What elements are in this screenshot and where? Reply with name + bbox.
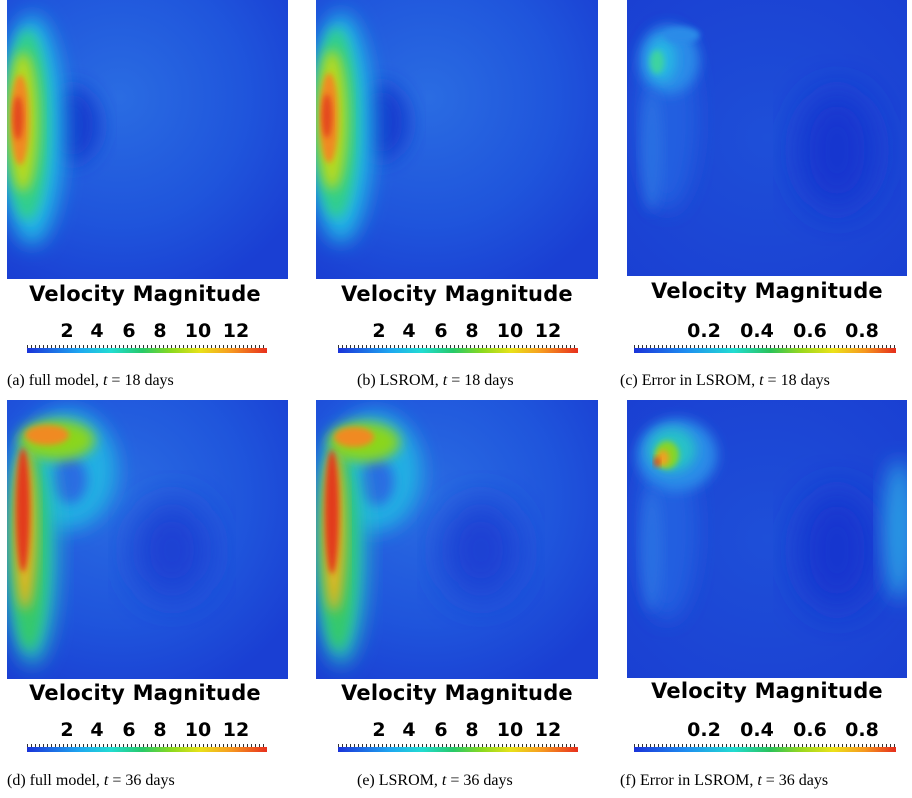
colorbar [634, 345, 896, 353]
colorbar-tick-labels: 2 4 6 8 10 12 [0, 320, 290, 344]
colorbar-tick-label: 2 [372, 320, 386, 342]
panel-c: Velocity Magnitude 0.2 0.4 0.6 0.8 (c) E… [612, 0, 912, 398]
colorbar-title: Velocity Magnitude [29, 681, 261, 705]
colorbar-tick-label: 12 [222, 719, 250, 741]
colorbar-tick-label: 2 [60, 719, 74, 741]
colorbar [27, 345, 267, 353]
colorbar-tick-label: 8 [153, 320, 167, 342]
velocity-field-plot [316, 400, 598, 679]
colorbar-tick-label: 6 [434, 320, 448, 342]
error-field-plot [627, 400, 907, 678]
colorbar-tick-label: 0.6 [793, 719, 827, 741]
colorbar-tick-labels: 2 4 6 8 10 12 [312, 320, 602, 344]
colorbar-tick-label: 2 [60, 320, 74, 342]
colorbar-tick-label: 10 [496, 719, 524, 741]
colorbar-tick-label: 12 [534, 320, 562, 342]
colorbar-tick-label: 0.6 [793, 320, 827, 342]
colorbar-title: Velocity Magnitude [341, 282, 573, 306]
colorbar [338, 345, 578, 353]
colorbar-tick-label: 8 [153, 719, 167, 741]
colorbar-tick-label: 12 [534, 719, 562, 741]
colorbar-tick-label: 10 [184, 320, 212, 342]
colorbar-tick-label: 12 [222, 320, 250, 342]
colorbar-tick-label: 0.4 [740, 320, 774, 342]
velocity-field-plot [7, 400, 288, 679]
colorbar-tick-label: 8 [465, 719, 479, 741]
colorbar-tick-labels: 0.2 0.4 0.6 0.8 [622, 719, 912, 743]
colorbar [338, 744, 578, 752]
velocity-field-plot [316, 0, 598, 279]
panel-b: Velocity Magnitude 2 4 6 8 10 12 (b) LSR… [310, 0, 610, 398]
figure-caption: (b) LSROM, t = 18 days [357, 372, 514, 389]
colorbar-tick-label: 2 [372, 719, 386, 741]
colorbar-tick-label: 0.8 [845, 320, 879, 342]
colorbar-tick-label: 0.8 [845, 719, 879, 741]
error-field-plot [627, 0, 907, 276]
colorbar-title: Velocity Magnitude [341, 681, 573, 705]
figure-caption: (a) full model, t = 18 days [7, 372, 174, 389]
colorbar-tick-label: 0.2 [687, 320, 721, 342]
colorbar-tick-label: 6 [122, 719, 136, 741]
colorbar-tick-label: 6 [122, 320, 136, 342]
colorbar-tick-label: 8 [465, 320, 479, 342]
colorbar-tick-labels: 2 4 6 8 10 12 [312, 719, 602, 743]
panel-f: Velocity Magnitude 0.2 0.4 0.6 0.8 (f) E… [612, 398, 912, 798]
figure-caption: (f) Error in LSROM, t = 36 days [620, 772, 829, 789]
colorbar-tick-label: 10 [184, 719, 212, 741]
panel-e: Velocity Magnitude 2 4 6 8 10 12 (e) LSR… [310, 398, 610, 798]
velocity-field-plot [7, 0, 288, 279]
colorbar-tick-label: 4 [90, 320, 104, 342]
colorbar-tick-labels: 0.2 0.4 0.6 0.8 [622, 320, 912, 344]
panel-d: Velocity Magnitude 2 4 6 8 10 12 (d) ful… [0, 398, 300, 798]
figure-caption: (e) LSROM, t = 36 days [357, 772, 513, 789]
colorbar [27, 744, 267, 752]
colorbar-tick-label: 4 [402, 719, 416, 741]
colorbar-title: Velocity Magnitude [651, 279, 883, 303]
colorbar-tick-label: 0.2 [687, 719, 721, 741]
colorbar-title: Velocity Magnitude [651, 679, 883, 703]
figure-caption: (c) Error in LSROM, t = 18 days [620, 372, 830, 389]
colorbar-title: Velocity Magnitude [29, 282, 261, 306]
colorbar-tick-label: 4 [402, 320, 416, 342]
colorbar-tick-label: 4 [90, 719, 104, 741]
colorbar-tick-label: 10 [496, 320, 524, 342]
colorbar-tick-labels: 2 4 6 8 10 12 [0, 719, 290, 743]
colorbar [634, 744, 896, 752]
panel-a: Velocity Magnitude 2 4 6 8 10 12 (a) ful… [0, 0, 300, 398]
colorbar-tick-label: 6 [434, 719, 448, 741]
colorbar-tick-label: 0.4 [740, 719, 774, 741]
figure-caption: (d) full model, t = 36 days [7, 772, 175, 789]
